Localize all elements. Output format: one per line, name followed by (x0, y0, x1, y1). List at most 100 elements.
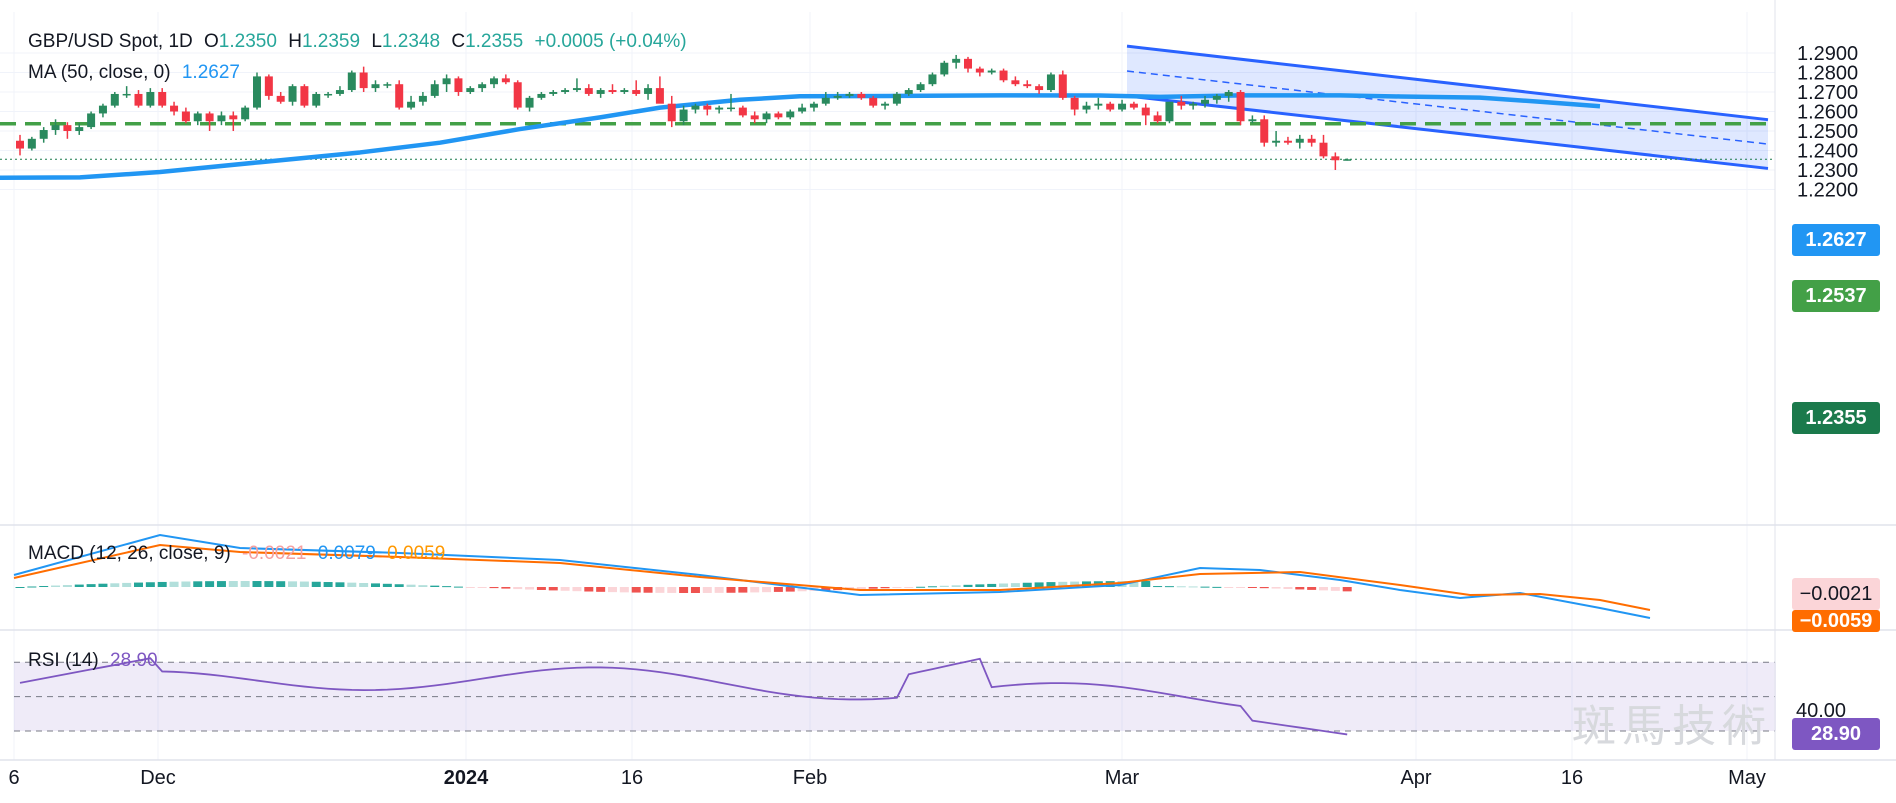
macd-histogram-bar (702, 587, 712, 593)
candle-body (75, 127, 84, 131)
candle-body (1129, 103, 1138, 108)
candle-body (750, 115, 759, 120)
candle-body (276, 95, 285, 102)
macd-histogram-bar (145, 582, 155, 587)
time-axis: 6 Dec 2024 16 Feb Mar Apr 16 May (8, 767, 1765, 789)
candle-body (407, 101, 416, 108)
candle-body (667, 103, 676, 122)
macd-histogram-bar (394, 584, 404, 587)
macd-label[interactable]: MACD (12, 26, close, 9) (28, 543, 231, 564)
candle-body (964, 58, 972, 69)
macd-histogram-bar (264, 581, 274, 587)
macd-histogram-bar (690, 587, 700, 593)
candle-body (928, 74, 937, 85)
macd-histogram-bar (1129, 581, 1139, 587)
candle-body (809, 103, 818, 108)
candle-body (892, 93, 901, 104)
macd-histogram-bar (501, 587, 511, 589)
candle-body (87, 113, 96, 128)
candle-body (16, 140, 24, 149)
macd-histogram-bar (288, 581, 298, 587)
macd-histogram-bar (1259, 587, 1269, 589)
candle-body (845, 93, 854, 96)
macd-histogram-bar (1034, 582, 1044, 587)
macd-histogram-bar (572, 587, 582, 592)
macd-histogram-bar (134, 582, 143, 587)
descending-channel[interactable] (1126, 44, 1769, 170)
macd-histogram-bar (311, 581, 321, 587)
candle-body (1343, 159, 1352, 161)
macd-histogram-bar (548, 587, 558, 591)
macd-histogram-bar (679, 587, 689, 593)
legend-ohlc: GBP/USD Spot, 1D O1.2350 H1.2359 L1.2348… (28, 31, 693, 53)
macd-histogram-bar (1330, 587, 1340, 591)
macd-histogram-bar (181, 581, 191, 587)
time-axis-label: Dec (140, 767, 176, 789)
candle-body (916, 84, 925, 91)
candle-body (904, 90, 913, 94)
symbol-title[interactable]: GBP/USD Spot, 1D (28, 31, 193, 52)
rsi-value: 28.90 (110, 650, 158, 671)
candle-body (229, 115, 238, 120)
candle-body (490, 78, 498, 85)
macd-histogram-bar (951, 585, 961, 587)
macd-histogram-bar (1058, 581, 1068, 587)
macd-histogram-bar (1307, 587, 1317, 590)
candle-body (940, 62, 949, 75)
close-value: 1.2355 (465, 31, 524, 52)
macd-hist-value: -0.0021 (242, 543, 307, 564)
low-value: 1.2348 (381, 31, 441, 52)
candle-body (1319, 142, 1328, 157)
price-axis-label: 1.2700 (1797, 82, 1858, 104)
candle-body (596, 90, 605, 94)
candle-body (170, 105, 179, 112)
macd-histogram-bar (62, 585, 72, 587)
candle-body (1307, 138, 1316, 143)
candle-body (798, 107, 807, 112)
candle-body (584, 88, 593, 94)
macd-histogram-bar (323, 582, 333, 587)
macd-histogram-bar (1070, 581, 1080, 587)
macd-histogram-bar (999, 583, 1009, 587)
macd-histogram-bar (1141, 581, 1151, 587)
price-axis-label: 1.2600 (1797, 102, 1858, 124)
macd-histogram-bar (347, 582, 357, 587)
candle-body (1189, 103, 1198, 106)
candle-body (572, 88, 581, 91)
ma-value: 1.2627 (181, 62, 240, 83)
macd-histogram-bar (276, 581, 286, 587)
macd-histogram-bar (98, 583, 108, 587)
candle-body (999, 70, 1008, 81)
candle-body (727, 107, 735, 110)
rsi-label[interactable]: RSI (14) (28, 650, 99, 671)
candle-body (1153, 115, 1162, 122)
macd-histogram-bar (1319, 587, 1328, 591)
macd-histogram-bar (15, 587, 25, 588)
candle-body (1118, 103, 1127, 110)
candle-body (241, 107, 250, 120)
low-label: L (371, 31, 382, 52)
candle-body (501, 78, 510, 83)
macd-histogram-bar (228, 581, 238, 587)
candle-body (1212, 95, 1221, 100)
macd-histogram-bar (560, 587, 570, 591)
ma-label[interactable]: MA (50, close, 0) (28, 62, 171, 83)
candle-body (525, 97, 534, 108)
candle-body (1224, 92, 1233, 96)
macd-signal-value: 0.0059 (387, 543, 446, 564)
macd-histogram-bar (667, 587, 677, 593)
macd-histogram-bar (1153, 586, 1163, 588)
candle-body (39, 130, 48, 139)
candle-body (1011, 80, 1020, 85)
candle-body (1248, 119, 1257, 122)
candle-body (644, 88, 653, 94)
time-axis-label: May (1728, 767, 1766, 789)
macd-histogram-bar (868, 587, 878, 589)
candle-body (300, 86, 309, 106)
high-value: 1.2359 (301, 31, 361, 52)
candle-body (869, 97, 878, 106)
macd-histogram-bar (797, 587, 807, 592)
macd-histogram-bar (1247, 587, 1257, 588)
candle-body (1070, 97, 1079, 110)
macd-histogram-bar (1046, 582, 1056, 587)
